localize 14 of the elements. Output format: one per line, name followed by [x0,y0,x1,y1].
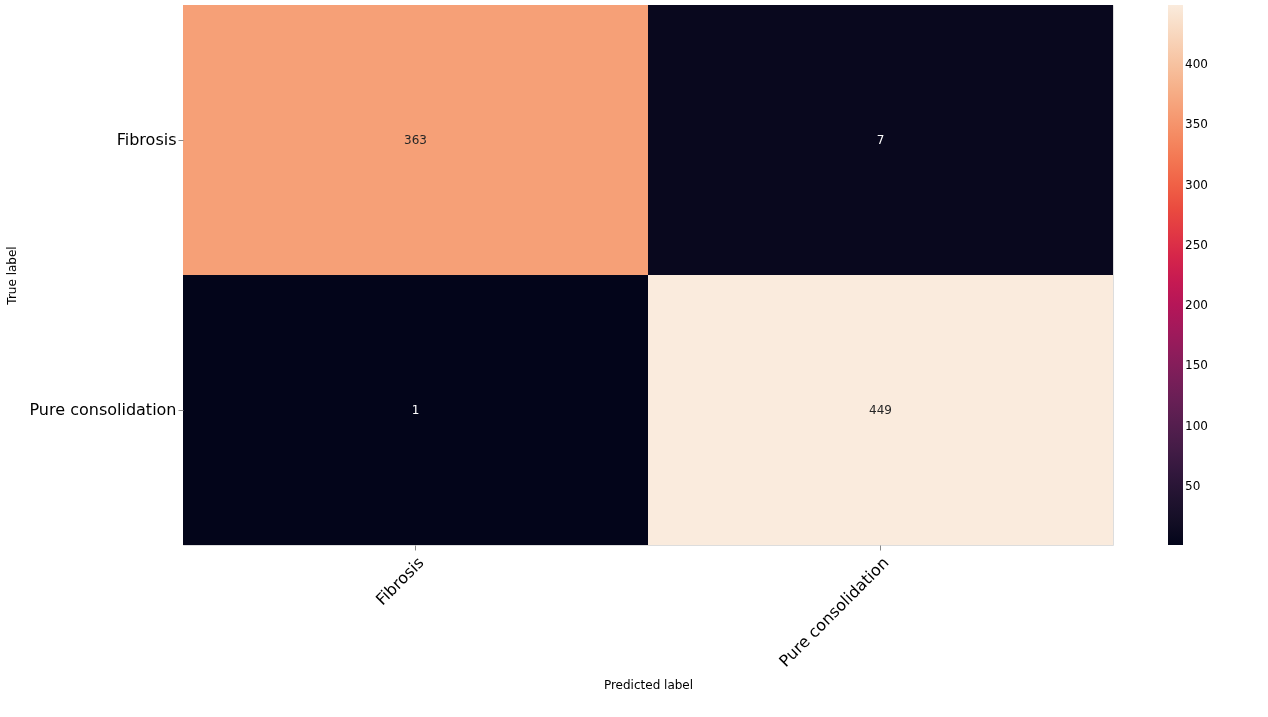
color-bar-label: 350 [1185,117,1208,132]
data-label: 449 [869,403,892,417]
color-bar-label: 150 [1185,358,1208,373]
color-bar-label: 100 [1185,418,1208,433]
color-bar-label: 200 [1185,298,1208,313]
color-bar-label: 250 [1185,237,1208,252]
color-bar-label: 300 [1185,177,1208,192]
color-bar-label: 50 [1185,478,1201,493]
data-label: 1 [411,403,420,417]
color-bar-label: 400 [1185,57,1208,72]
data-label: 363 [404,133,427,147]
y-axis-title: True label [5,246,20,306]
data-label: 7 [876,133,885,147]
x-axis-title: Predicted label [603,677,694,692]
